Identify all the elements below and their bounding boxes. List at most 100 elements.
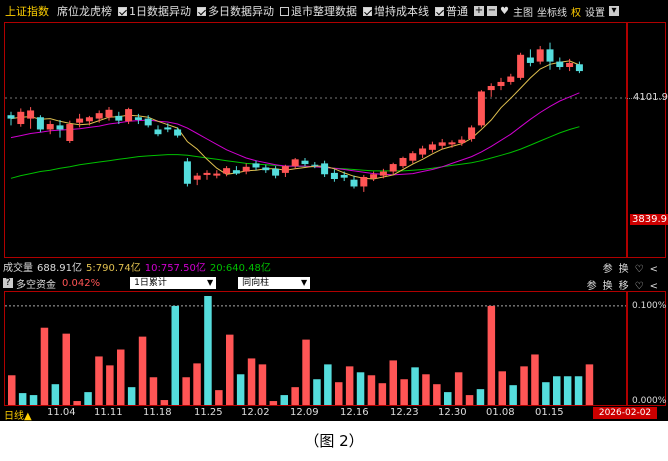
fund-bar[interactable] — [193, 363, 201, 405]
fund-bar[interactable] — [269, 401, 278, 405]
fund-bar[interactable] — [302, 339, 310, 405]
fund-bar[interactable] — [291, 387, 299, 405]
fund-bar[interactable] — [236, 374, 245, 405]
fund-bar[interactable] — [258, 364, 267, 405]
fund-bar[interactable] — [498, 371, 507, 405]
candle[interactable] — [76, 113, 84, 128]
rights-button[interactable]: 权 — [570, 7, 581, 19]
fund-bar[interactable] — [226, 334, 234, 405]
candle[interactable] — [517, 52, 525, 80]
fund-bar[interactable] — [454, 372, 463, 405]
toolbar-item-normal[interactable]: 普通 — [435, 3, 468, 19]
checkbox-1day-anomaly[interactable] — [118, 6, 127, 16]
fund-bar[interactable] — [182, 377, 190, 405]
fund-switch-button[interactable]: 换 — [602, 281, 619, 292]
fund-bar[interactable] — [95, 356, 103, 405]
fund-bar[interactable] — [389, 360, 398, 405]
fund-bar[interactable] — [444, 392, 452, 405]
main-chart-button[interactable]: 主图 — [512, 7, 533, 19]
candle[interactable] — [193, 172, 201, 186]
candle[interactable] — [448, 140, 456, 148]
fund-bar[interactable] — [127, 387, 136, 405]
fund-param-button[interactable]: 参 — [586, 281, 603, 292]
fund-bar[interactable] — [433, 384, 441, 405]
fund-bar[interactable] — [62, 333, 71, 405]
candle[interactable] — [526, 49, 534, 67]
fund-bar[interactable] — [422, 374, 430, 405]
fund-bar[interactable] — [138, 336, 147, 405]
candle[interactable] — [360, 174, 368, 192]
checkbox-delist[interactable] — [280, 6, 289, 16]
candle[interactable] — [468, 125, 476, 142]
toolbar-item-multiday-anomaly[interactable]: 多日数据异动 — [197, 3, 274, 19]
candle[interactable] — [66, 120, 74, 144]
candle[interactable] — [46, 120, 54, 135]
candle[interactable] — [350, 175, 358, 189]
fund-bar[interactable] — [487, 305, 496, 405]
candle[interactable] — [213, 170, 221, 179]
fund-bar[interactable] — [367, 375, 376, 405]
fund-bar[interactable] — [520, 366, 528, 405]
index-title[interactable]: 上证指数 — [5, 5, 49, 18]
candle[interactable] — [291, 157, 299, 169]
candle[interactable] — [154, 125, 162, 137]
candle[interactable] — [134, 113, 142, 125]
volume-controls[interactable]: 参换♡< — [603, 260, 664, 275]
candle[interactable] — [125, 107, 133, 125]
candle[interactable] — [536, 45, 544, 65]
fund-bar[interactable] — [574, 376, 583, 405]
candle[interactable] — [370, 171, 378, 182]
switch-button[interactable]: 换 — [618, 264, 635, 275]
candle[interactable] — [419, 145, 427, 158]
fund-bar[interactable] — [411, 367, 419, 405]
checkbox-cost-line[interactable] — [363, 6, 372, 16]
toolbar-item-seat-dragon[interactable]: 席位龙虎榜 — [57, 3, 112, 19]
candle[interactable] — [281, 164, 289, 177]
candle[interactable] — [340, 171, 348, 182]
candle[interactable] — [575, 61, 583, 74]
bar-mode-select[interactable]: 同向柱 ▼ — [238, 277, 311, 289]
chevron-down-icon[interactable]: ▾ — [608, 6, 619, 16]
candle[interactable] — [409, 151, 417, 164]
candle[interactable] — [144, 115, 152, 128]
fund-bar[interactable] — [106, 365, 114, 405]
candle[interactable] — [56, 119, 64, 138]
plus-icon[interactable]: + — [474, 5, 484, 16]
candle[interactable] — [311, 162, 319, 169]
candle[interactable] — [458, 136, 466, 146]
candle[interactable] — [438, 138, 446, 150]
fund-bar[interactable] — [73, 401, 81, 405]
candle[interactable] — [36, 115, 44, 133]
candle[interactable] — [379, 168, 387, 179]
coord-line-button[interactable]: 坐标线 — [536, 7, 567, 19]
minus-icon[interactable]: − — [487, 5, 497, 16]
fund-bar[interactable] — [563, 376, 572, 405]
fund-bar[interactable] — [345, 366, 354, 405]
candle[interactable] — [174, 127, 182, 138]
fund-bar[interactable] — [465, 395, 474, 405]
favorite-icon[interactable]: ♡ — [634, 264, 650, 275]
fund-bar[interactable] — [247, 358, 256, 405]
candle[interactable] — [223, 166, 231, 177]
candle[interactable] — [115, 111, 123, 125]
candle[interactable] — [428, 141, 436, 153]
heart-icon[interactable]: ♥ — [500, 5, 509, 17]
fund-bar[interactable] — [149, 377, 158, 405]
fund-bar[interactable] — [215, 390, 223, 405]
fund-bar[interactable] — [29, 395, 38, 405]
fund-bar[interactable] — [280, 395, 289, 405]
candle[interactable] — [85, 115, 93, 126]
candle[interactable] — [183, 157, 191, 187]
candle[interactable] — [301, 157, 309, 167]
fund-bar[interactable] — [313, 379, 321, 405]
candle[interactable] — [272, 166, 280, 179]
candle[interactable] — [507, 73, 515, 85]
fund-bar[interactable] — [171, 305, 180, 405]
candle[interactable] — [262, 164, 270, 173]
fund-bar[interactable] — [476, 389, 485, 405]
candle[interactable] — [497, 77, 505, 91]
fund-bar[interactable] — [400, 379, 408, 405]
candle[interactable] — [17, 108, 25, 127]
fund-bar[interactable] — [84, 392, 92, 405]
candle[interactable] — [203, 170, 211, 180]
